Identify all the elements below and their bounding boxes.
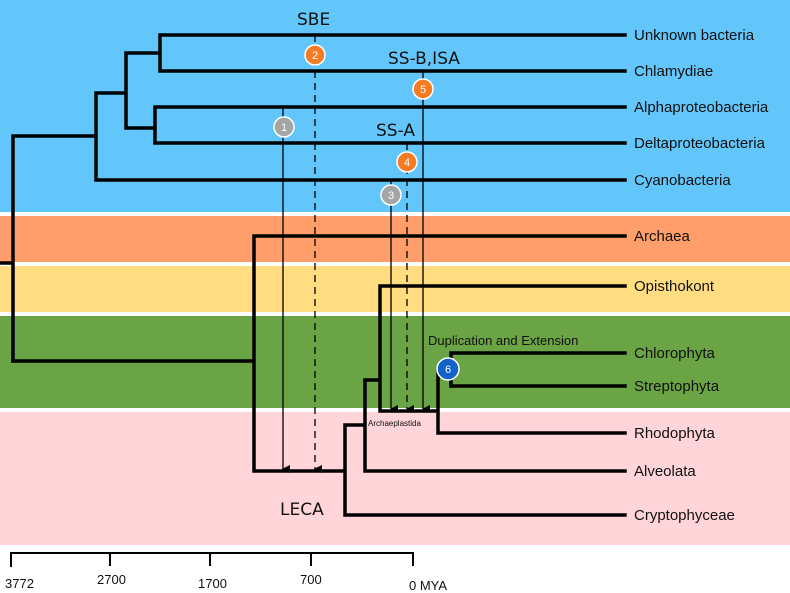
taxon-deltaproteobacteria: Deltaproteobacteria [634, 135, 766, 152]
event-3-marker [380, 184, 402, 206]
label-archaeplastida: Archaeplastida [368, 419, 421, 428]
taxon-labels: Unknown bacteria Chlamydiae Alphaproteob… [634, 27, 769, 524]
event-2-number: 2 [312, 50, 318, 62]
taxon-rhodophyta: Rhodophyta [634, 425, 716, 442]
taxon-archaea: Archaea [634, 228, 691, 245]
tick-1700: 1700 [198, 576, 227, 591]
taxon-streptophyta: Streptophyta [634, 378, 720, 395]
event-1-marker [273, 116, 295, 138]
label-leca: LECA [280, 500, 324, 520]
taxon-alphaproteobacteria: Alphaproteobacteria [634, 99, 769, 116]
event-6-marker [436, 357, 460, 381]
label-ssa: SS-A [376, 121, 415, 141]
band-other-eukaryotes [0, 412, 790, 545]
event-4-number: 4 [404, 157, 410, 169]
event-5-marker [412, 78, 434, 100]
label-ssb-isa: SS-B,ISA [388, 49, 460, 69]
taxon-chlorophyta: Chlorophyta [634, 345, 716, 362]
taxon-chlamydiae: Chlamydiae [634, 63, 713, 80]
tick-2700: 2700 [97, 572, 126, 587]
event-1-number: 1 [281, 122, 287, 134]
event-labels: SBE SS-B,ISA SS-A Duplication and Extens… [280, 10, 578, 520]
band-archaea [0, 216, 790, 262]
event-2-marker [304, 44, 326, 66]
taxon-cryptophyceae: Cryptophyceae [634, 507, 735, 524]
taxon-alveolata: Alveolata [634, 463, 696, 480]
tick-700: 700 [300, 572, 322, 587]
event-6-number: 6 [445, 364, 451, 376]
tick-3772: 3772 [5, 576, 34, 591]
transfer-arrows [282, 35, 430, 473]
label-sbe: SBE [297, 10, 330, 30]
taxon-opisthokont: Opisthokont [634, 278, 715, 295]
event-markers: 1 2 3 4 5 6 [273, 44, 460, 381]
event-3-number: 3 [388, 190, 394, 202]
event-5-number: 5 [420, 84, 426, 96]
tick-0-mya: 0 MYA [409, 578, 447, 593]
label-duplication: Duplication and Extension [428, 333, 578, 348]
taxon-cyanobacteria: Cyanobacteria [634, 172, 731, 189]
band-opisthokont [0, 266, 790, 312]
time-axis: 3772 2700 1700 700 0 MYA [5, 552, 447, 593]
event-4-marker [396, 151, 418, 173]
taxon-unknown-bacteria: Unknown bacteria [634, 27, 755, 44]
